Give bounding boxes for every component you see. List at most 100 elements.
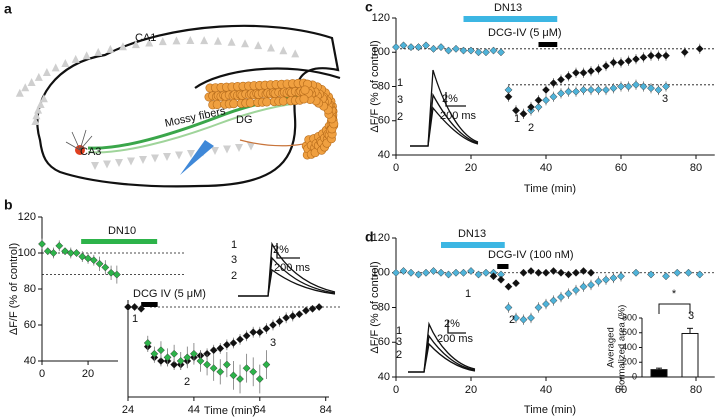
data-point (308, 304, 317, 313)
data-point (196, 357, 205, 365)
data-point (407, 43, 415, 52)
data-point (654, 85, 663, 94)
data-point (89, 256, 98, 265)
data-point (579, 85, 588, 94)
pyramidal-cell (200, 36, 209, 45)
y-tick-label: 600 (622, 327, 637, 337)
data-point (124, 303, 132, 311)
data-point (414, 43, 423, 52)
data-point (444, 46, 453, 55)
panel-label: b (4, 197, 13, 213)
data-point (632, 55, 640, 64)
data-point (497, 48, 505, 57)
data-point (43, 247, 52, 256)
x-tick-label: 40 (540, 162, 552, 174)
data-point (609, 274, 618, 282)
treatment-label: DN10 (108, 225, 136, 237)
x-tick-label: 60 (615, 162, 627, 174)
x-tick-label: 20 (465, 162, 477, 174)
scale-bar (447, 320, 466, 334)
data-point (269, 321, 277, 329)
pyramidal-cell (39, 94, 48, 103)
data-point (587, 85, 595, 94)
data-point (301, 306, 310, 315)
pyramidal-cell (27, 77, 36, 86)
x-tick-label: 40 (540, 384, 552, 396)
annotation: 3 (231, 254, 237, 266)
y-tick-label: 60 (378, 115, 390, 127)
data-point (602, 61, 610, 70)
data-point (229, 371, 238, 380)
granule-cell (299, 94, 309, 104)
data-point (84, 254, 93, 263)
pyramidal-cell (186, 36, 195, 45)
data-point (512, 279, 520, 288)
pyramidal-cell (151, 154, 159, 163)
annotation: 3 (688, 310, 694, 322)
data-point (392, 43, 400, 52)
pyramidal-cell (71, 54, 80, 63)
treatment-label: DCG IV (5 μM) (133, 288, 206, 300)
data-point (504, 282, 513, 291)
data-point (72, 249, 81, 257)
treatment-bar (441, 242, 505, 248)
data-point (647, 270, 655, 279)
pyramidal-cell (254, 41, 263, 50)
data-point (579, 282, 588, 291)
pyramidal-cell (163, 153, 171, 161)
data-point (203, 360, 212, 369)
data-point (38, 240, 46, 248)
annotation: 3 (662, 93, 668, 105)
annotation: 1 (465, 288, 471, 300)
data-point (422, 268, 430, 277)
annotation: 200 ms (440, 110, 477, 122)
data-point (527, 267, 535, 275)
panel-label: d (365, 229, 374, 245)
pyramidal-cell (127, 157, 135, 166)
pyramidal-cell (21, 83, 30, 92)
data-point (262, 360, 271, 369)
annotation: 1 (396, 325, 402, 337)
pyramidal-layer (15, 36, 300, 170)
data-point (654, 51, 663, 60)
pyramidal-cell (223, 145, 231, 154)
y-axis-label: normalized area (%) (617, 305, 628, 391)
y-tick-label: 80 (378, 301, 390, 313)
trace (408, 342, 476, 373)
data-point (429, 44, 438, 53)
treatment-bar (141, 302, 158, 307)
data-point (170, 360, 179, 369)
data-point (429, 267, 438, 275)
y-tick-label: 800 (622, 312, 637, 322)
data-point (572, 87, 580, 96)
data-point (549, 92, 558, 101)
treatment-label: DN13 (494, 2, 522, 14)
data-point (482, 48, 490, 57)
data-point (143, 339, 152, 347)
data-point (497, 275, 505, 284)
data-point (617, 82, 625, 91)
treatment-label: DN13 (458, 228, 486, 240)
data-point (137, 304, 146, 313)
data-point (587, 280, 595, 289)
data-point (229, 339, 238, 347)
data-point (662, 272, 670, 281)
data-point (624, 82, 633, 91)
granule-cell (300, 85, 310, 95)
trace (408, 321, 476, 373)
data-point (673, 268, 682, 277)
data-point (564, 270, 573, 279)
annotation: 2% (273, 244, 289, 256)
data-point (542, 85, 550, 94)
y-axis-label: Averaged (606, 327, 617, 368)
data-point (444, 270, 453, 279)
data-point (695, 44, 704, 53)
y-tick-label: 80 (24, 283, 36, 295)
data-point (662, 82, 670, 91)
y-tick-label: 40 (24, 355, 36, 367)
region-label: CA1 (135, 32, 156, 44)
x-tick-label: 20 (465, 384, 477, 396)
pyramidal-cell (42, 67, 51, 76)
data-point (242, 331, 251, 340)
data-point (594, 277, 603, 286)
